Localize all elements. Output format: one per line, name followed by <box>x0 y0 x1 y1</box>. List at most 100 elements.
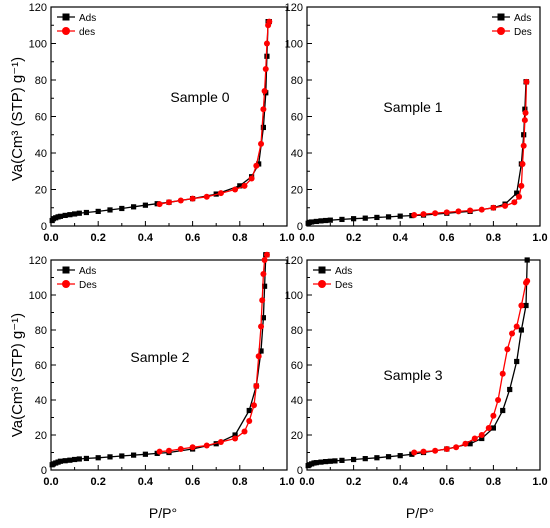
y-tick-label: 80 <box>35 325 47 337</box>
data-point-des <box>522 109 529 116</box>
data-point-ads <box>260 315 266 321</box>
data-point-ads <box>313 460 319 466</box>
y-axis-label-bottom: Va(Cm³ (STP) g⁻¹) <box>9 313 26 437</box>
chart-panel-0: 0.0 0.2 0.4 0.6 0.8 1.0 0 20 40 60 80 100 120 Ads des S… <box>29 2 295 244</box>
panel-title: Sample 1 <box>383 99 442 115</box>
y-tick-label: 120 <box>285 2 303 14</box>
data-point-des <box>478 432 485 438</box>
data-point-ads <box>500 407 506 414</box>
data-point-des <box>499 370 506 377</box>
legend-label: Des <box>514 27 532 38</box>
data-point-des <box>420 448 427 455</box>
data-point-des <box>495 397 502 403</box>
panel-title: Sample 3 <box>383 367 442 383</box>
legend-entry-ads: Ads <box>57 13 96 24</box>
data-point-des <box>478 206 485 213</box>
data-point-ads <box>374 455 380 461</box>
x-tick-label: 1.0 <box>532 476 547 488</box>
y-tick-label: 0 <box>41 221 47 233</box>
data-point-des <box>519 160 526 167</box>
x-tick-label: 0.6 <box>439 476 454 488</box>
legend-entry-ads: Ads <box>313 266 352 277</box>
y-tick-label: 100 <box>29 39 47 51</box>
data-point-des <box>217 439 224 445</box>
data-point-des <box>443 209 450 216</box>
data-point-ads <box>351 216 357 222</box>
legend-label: Des <box>79 280 97 291</box>
x-tick-label: 0.6 <box>439 232 454 244</box>
x-tick-label: 0.0 <box>299 232 314 244</box>
y-tick-label: 100 <box>29 290 47 302</box>
data-point-ads <box>479 435 485 442</box>
legend-marker <box>62 266 70 274</box>
y-tick-label: 20 <box>291 185 303 197</box>
data-point-des <box>255 353 262 360</box>
y-tick-label: 120 <box>29 255 47 267</box>
legend-entry-ads: Ads <box>492 13 531 24</box>
data-point-des <box>411 449 418 456</box>
data-point-ads <box>362 215 368 221</box>
data-point-des <box>490 204 497 211</box>
data-point-des <box>509 330 516 337</box>
data-point-ads <box>95 208 101 214</box>
x-tick-label: 0.0 <box>43 476 58 488</box>
plot-frame <box>50 259 288 471</box>
data-point-des <box>485 425 492 431</box>
data-point-ads <box>232 432 238 438</box>
data-point-ads <box>323 217 329 224</box>
legend-label: Ads <box>79 266 96 277</box>
legend-marker <box>318 280 326 288</box>
data-point-ads <box>523 302 529 309</box>
data-point-des <box>432 447 439 454</box>
data-point-des <box>518 182 525 189</box>
x-axis-label-right: P/P° <box>406 505 434 521</box>
data-point-des <box>516 193 523 200</box>
data-point-des <box>260 271 267 277</box>
y-tick-label: 120 <box>29 2 47 14</box>
data-point-des <box>502 202 509 209</box>
y-tick-label: 20 <box>35 430 47 442</box>
y-tick-label: 40 <box>35 148 47 160</box>
data-point-ads <box>107 207 113 213</box>
data-point-ads <box>57 213 64 219</box>
data-point-ads <box>95 455 101 461</box>
data-point-des <box>253 162 260 169</box>
data-point-des <box>166 199 172 206</box>
data-point-ads <box>313 218 319 225</box>
data-point-ads <box>119 453 125 459</box>
x-tick-label: 1.0 <box>279 476 294 488</box>
data-point-ads <box>318 459 324 465</box>
data-point-des <box>203 193 210 200</box>
data-point-des <box>523 279 530 286</box>
data-point-ads <box>518 327 524 333</box>
data-point-ads <box>339 216 345 223</box>
data-point-ads <box>309 219 315 225</box>
data-point-des <box>241 428 248 435</box>
y-tick-label: 100 <box>285 39 303 51</box>
data-point-ads <box>332 458 338 464</box>
data-point-des <box>511 199 518 206</box>
legend-marker <box>497 13 505 21</box>
y-tick-label: 100 <box>285 290 303 302</box>
data-point-des <box>490 412 497 419</box>
y-tick-label: 0 <box>297 465 303 477</box>
legend-label: des <box>79 27 95 38</box>
x-tick-label: 0.8 <box>486 232 501 244</box>
x-tick-label: 0.0 <box>43 232 58 244</box>
x-axis-label-left: P/P° <box>149 505 177 521</box>
chart-panels: 0.0 0.2 0.4 0.6 0.8 1.0020406080100120AdsdesS… <box>29 2 548 488</box>
panel-title: Sample 0 <box>170 89 229 105</box>
data-point-des <box>258 323 265 330</box>
data-point-des <box>455 208 462 215</box>
y-tick-label: 80 <box>291 75 303 87</box>
data-point-des <box>432 210 439 217</box>
data-point-des <box>420 211 427 218</box>
data-point-ads <box>72 211 78 217</box>
data-point-ads <box>327 217 333 223</box>
chart-panel-1: 0.0 0.2 0.4 0.6 0.8 1.0 0 20 40 60 80 100 120 Ads Des S… <box>285 2 548 244</box>
data-point-ads <box>76 210 82 216</box>
x-tick-label: 0.4 <box>138 476 154 488</box>
data-point-ads <box>83 455 89 462</box>
data-point-ads <box>246 407 252 414</box>
